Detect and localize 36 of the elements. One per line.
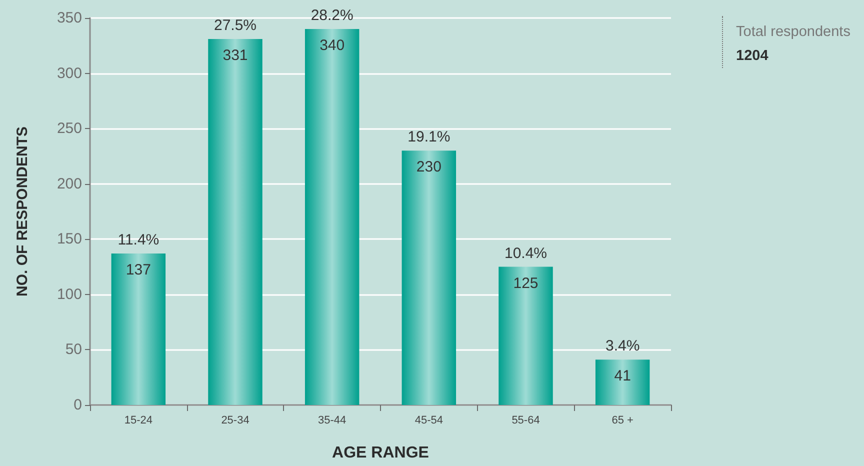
annotation: 19.1% <box>408 128 450 146</box>
data-label: 340 <box>320 37 345 54</box>
x-tick-label: 15-24 <box>124 414 152 426</box>
y-tick-label: 50 <box>65 341 82 358</box>
x-axis-title: AGE RANGE <box>332 444 430 462</box>
data-label: 41 <box>614 368 631 385</box>
y-axis-title: NO. OF RESPONDENTS <box>14 126 31 297</box>
annotation: 10.4% <box>504 244 548 262</box>
annotation: 28.2% <box>310 7 354 24</box>
y-tick-label: 150 <box>56 230 82 248</box>
bar <box>498 266 553 405</box>
text: Total respondents <box>736 23 850 42</box>
y-tick-label: 200 <box>56 175 82 192</box>
bar <box>402 150 456 405</box>
x-tick-label: 55-64 <box>512 414 540 426</box>
data-label: 137 <box>126 262 151 279</box>
y-tick-label: 100 <box>56 286 82 303</box>
annotation: 3.4% <box>605 338 640 355</box>
text: 1204 <box>736 47 770 66</box>
y-tick-label: 250 <box>56 120 82 138</box>
data-label: 125 <box>513 274 538 292</box>
y-tick-label: 0 <box>74 396 82 414</box>
bar <box>208 39 262 405</box>
annotation: 27.5% <box>214 17 257 34</box>
x-tick-label: 65 + <box>612 414 634 426</box>
data-label: 230 <box>416 158 442 176</box>
annotation: 11.4% <box>118 232 160 249</box>
bar <box>595 360 650 405</box>
x-tick-label: 45-54 <box>414 414 443 426</box>
bar <box>304 29 360 405</box>
y-tick-label: 350 <box>56 10 82 26</box>
y-tick-label: 300 <box>56 64 82 82</box>
x-tick-label: 35-44 <box>318 414 346 426</box>
data-label: 331 <box>222 47 248 64</box>
bar <box>111 254 166 405</box>
x-tick-label: 25-34 <box>221 414 250 426</box>
